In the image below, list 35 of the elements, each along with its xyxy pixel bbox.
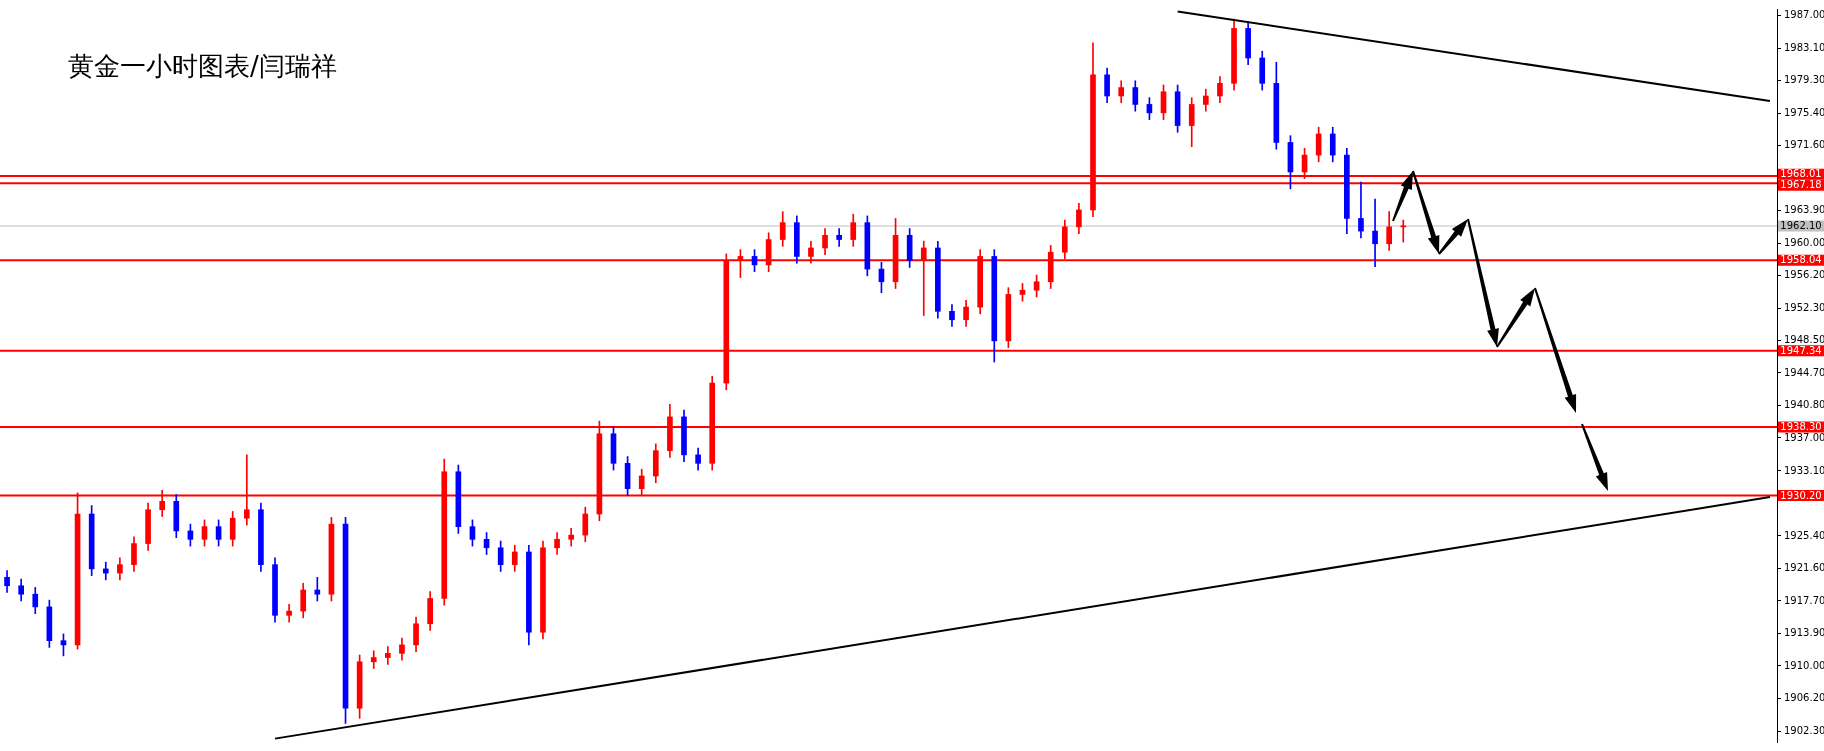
- candlestick: [836, 228, 842, 247]
- candlestick: [1358, 181, 1364, 239]
- candlestick: [370, 650, 377, 669]
- y-tick-label: 1983.10: [1784, 42, 1824, 54]
- candlestick: [385, 646, 391, 665]
- ref-line-label: 1930.20: [1780, 489, 1822, 501]
- y-tick-label: 1963.90: [1784, 204, 1824, 216]
- y-tick-label: 1956.20: [1784, 269, 1824, 281]
- y-tick-label: 1948.50: [1784, 334, 1824, 346]
- ref-line-label: 1967.18: [1780, 179, 1822, 191]
- y-tick-label: 1917.70: [1784, 594, 1824, 606]
- y-tick-label: 1913.90: [1784, 626, 1824, 638]
- ref-line-label: 1938.30: [1780, 421, 1822, 433]
- y-tick-label: 1975.40: [1784, 107, 1824, 119]
- y-tick-label: 1921.60: [1784, 561, 1824, 573]
- y-tick-label: 1979.30: [1784, 74, 1824, 86]
- y-tick-label: 1902.30: [1784, 724, 1824, 736]
- ref-line-label: 1968.01: [1780, 168, 1822, 180]
- y-tick-label: 1937.00: [1784, 431, 1824, 443]
- candlestick: [1372, 198, 1378, 267]
- y-tick-label: 1987.00: [1784, 9, 1824, 21]
- ref-line-label: 1962.10: [1780, 220, 1822, 232]
- y-tick-label: 1910.00: [1784, 659, 1824, 671]
- ref-line-label: 1958.04: [1780, 254, 1822, 266]
- text: 黄金一小时图表/闫瑞祥: [68, 51, 337, 81]
- y-tick-label: 1944.70: [1784, 366, 1824, 378]
- y-tick-label: 1933.10: [1784, 464, 1824, 476]
- y-tick-label: 1971.60: [1784, 139, 1824, 151]
- y-tick-label: 1925.40: [1784, 529, 1824, 541]
- y-tick-label: 1906.20: [1784, 691, 1824, 703]
- candlestick: [314, 577, 321, 602]
- y-tick-label: 1940.80: [1784, 399, 1824, 411]
- ref-line-label: 1947.34: [1780, 344, 1822, 356]
- y-tick-label: 1960.00: [1784, 237, 1824, 249]
- y-tick-label: 1952.30: [1784, 302, 1824, 314]
